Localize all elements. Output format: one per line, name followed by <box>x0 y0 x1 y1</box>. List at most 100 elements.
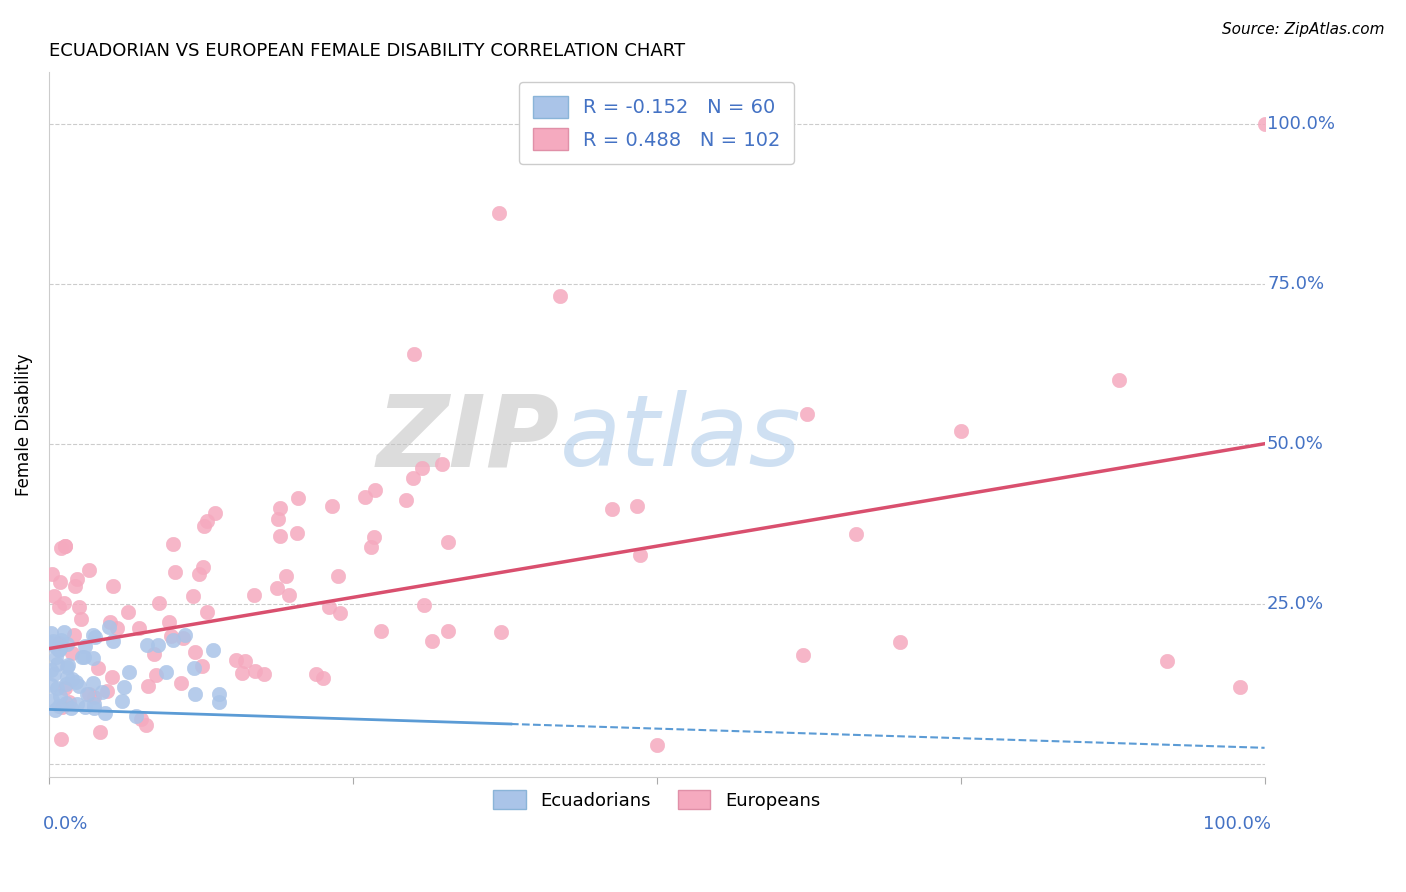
Point <box>82 675 104 690</box>
Point <box>103 579 125 593</box>
Point <box>55 659 77 673</box>
Point <box>84 630 107 644</box>
Point <box>66 572 89 586</box>
Point <box>225 653 247 667</box>
Point <box>105 621 128 635</box>
Point <box>125 708 148 723</box>
Text: 75.0%: 75.0% <box>1267 275 1324 293</box>
Point <box>645 738 668 752</box>
Point <box>136 679 159 693</box>
Point <box>76 687 98 701</box>
Point <box>56 670 79 684</box>
Point <box>274 568 297 582</box>
Point <box>41 567 63 582</box>
Point <box>318 599 340 614</box>
Point <box>112 680 135 694</box>
Point <box>159 615 181 629</box>
Point <box>208 687 231 701</box>
Point <box>162 632 184 647</box>
Point <box>394 493 416 508</box>
Point <box>135 717 157 731</box>
Point <box>89 724 111 739</box>
Point <box>42 667 65 681</box>
Point <box>269 501 291 516</box>
Point <box>430 457 453 471</box>
Point <box>184 645 207 659</box>
Point <box>163 565 186 579</box>
Point <box>49 731 72 746</box>
Point <box>184 688 207 702</box>
Point <box>172 631 194 645</box>
Point <box>73 649 96 664</box>
Point <box>1229 680 1251 694</box>
Point <box>278 588 301 602</box>
Text: 100.0%: 100.0% <box>1267 115 1336 133</box>
Point <box>949 424 972 438</box>
Point <box>51 700 73 714</box>
Point <box>360 540 382 554</box>
Point <box>65 674 87 689</box>
Point <box>197 605 219 619</box>
Point <box>148 638 170 652</box>
Point <box>363 530 385 544</box>
Point <box>1253 117 1275 131</box>
Point <box>96 684 118 698</box>
Text: ECUADORIAN VS EUROPEAN FEMALE DISABILITY CORRELATION CHART: ECUADORIAN VS EUROPEAN FEMALE DISABILITY… <box>49 42 685 60</box>
Point <box>82 650 104 665</box>
Text: 0.0%: 0.0% <box>44 815 89 833</box>
Point <box>55 696 77 710</box>
Point <box>628 549 651 563</box>
Point <box>52 624 75 639</box>
Point <box>39 677 62 691</box>
Point <box>44 590 66 604</box>
Point <box>269 528 291 542</box>
Point <box>55 637 77 651</box>
Point <box>55 676 77 690</box>
Point <box>304 667 326 681</box>
Point <box>195 514 218 528</box>
Y-axis label: Female Disability: Female Disability <box>15 353 32 496</box>
Point <box>117 605 139 619</box>
Point <box>75 700 97 714</box>
Point <box>142 648 165 662</box>
Point <box>49 574 72 589</box>
Point <box>69 612 91 626</box>
Point <box>160 630 183 644</box>
Point <box>53 539 76 553</box>
Point <box>266 582 288 596</box>
Point <box>60 701 83 715</box>
Point <box>181 589 204 603</box>
Point <box>129 712 152 726</box>
Point <box>79 563 101 577</box>
Point <box>73 640 96 654</box>
Text: atlas: atlas <box>560 390 801 487</box>
Point <box>287 491 309 505</box>
Legend: Ecuadorians, Europeans: Ecuadorians, Europeans <box>486 783 827 817</box>
Point <box>67 599 90 614</box>
Point <box>49 640 72 655</box>
Point <box>188 566 211 581</box>
Point <box>370 624 392 638</box>
Point <box>354 491 377 505</box>
Point <box>626 499 648 513</box>
Point <box>600 502 623 516</box>
Point <box>411 460 433 475</box>
Point <box>267 512 290 526</box>
Point <box>128 621 150 635</box>
Point <box>48 642 70 657</box>
Point <box>204 507 226 521</box>
Point <box>41 638 63 652</box>
Point <box>162 537 184 551</box>
Point <box>155 665 177 679</box>
Point <box>46 681 69 695</box>
Point <box>94 706 117 720</box>
Point <box>66 697 89 711</box>
Point <box>63 579 86 593</box>
Point <box>45 650 67 665</box>
Point <box>148 595 170 609</box>
Point <box>39 625 62 640</box>
Point <box>48 600 70 615</box>
Point <box>208 695 231 709</box>
Point <box>118 665 141 679</box>
Point <box>39 636 62 650</box>
